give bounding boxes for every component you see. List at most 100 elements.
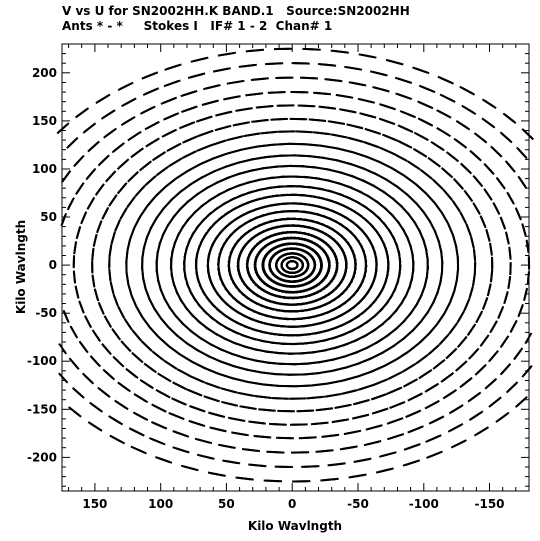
uv-sample [472, 273, 476, 285]
uv-sample [87, 141, 99, 153]
y-tick-label: 50 [40, 210, 57, 224]
uv-sample [91, 275, 96, 288]
uv-sample [439, 93, 454, 102]
uv-sample [189, 176, 203, 186]
uv-sample [453, 137, 466, 148]
uv-sample [174, 170, 188, 180]
uv-sample [475, 426, 490, 436]
uv-sample [160, 97, 176, 105]
uv-sample [132, 352, 144, 364]
uv-sample [507, 381, 519, 392]
uv-sample [252, 118, 269, 123]
uv-sample [390, 400, 406, 409]
uv-sample [141, 72, 156, 80]
uv-sample [141, 267, 145, 280]
uv-sample [238, 158, 254, 164]
y-tick-label: -150 [27, 402, 57, 416]
uv-sample [269, 422, 285, 426]
uv-sample [416, 353, 429, 364]
uv-sample [241, 63, 257, 68]
uv-sample [428, 322, 439, 334]
uv-sample [251, 155, 268, 161]
uv-sample [61, 171, 71, 183]
uv-sample [75, 227, 81, 240]
uv-sample [182, 105, 198, 113]
uv-sample [456, 360, 468, 371]
uv-sample [357, 357, 373, 365]
uv-sample [149, 327, 160, 339]
uv-sample [307, 232, 322, 241]
uv-sample [419, 101, 434, 110]
uv-sample [138, 161, 151, 172]
uv-sample [417, 117, 432, 126]
uv-sample [298, 436, 315, 440]
uv-sample [127, 284, 133, 297]
uv-sample [182, 89, 198, 97]
uv-sample [320, 105, 337, 110]
uv-sample [166, 143, 181, 152]
x-tick-label: 150 [82, 497, 107, 511]
uv-sample [241, 448, 258, 452]
uv-sample [294, 154, 311, 158]
uv-sample [403, 174, 416, 185]
uv-sample [220, 387, 236, 394]
uv-sample [388, 386, 403, 395]
uv-sample [158, 336, 170, 348]
uv-sample [452, 439, 467, 448]
uv-sample [66, 138, 77, 149]
uv-sample [217, 372, 233, 380]
uv-sample [301, 465, 318, 468]
uv-sample [275, 275, 286, 283]
uv-sample [227, 148, 244, 155]
uv-sample [129, 227, 136, 240]
uv-sample [489, 349, 499, 362]
uv-sample [440, 211, 449, 224]
uv-tracks [56, 47, 534, 483]
uv-sample [371, 408, 387, 415]
uv-sample [514, 347, 524, 359]
uv-sample [293, 62, 310, 65]
uv-sample [396, 350, 410, 360]
uv-sample [196, 453, 213, 460]
uv-sample [164, 178, 176, 189]
uv-sample [197, 115, 213, 123]
uv-sample [190, 72, 206, 79]
uv-sample [315, 449, 332, 453]
uv-sample [316, 369, 333, 375]
uv-sample [456, 267, 460, 280]
uv-sample [244, 132, 261, 137]
uv-sample [436, 281, 442, 293]
uv-sample [194, 437, 211, 444]
uv-sample [127, 171, 138, 183]
uv-sample [436, 312, 446, 324]
uv-sample [231, 329, 247, 338]
x-tick-label: 100 [148, 497, 173, 511]
uv-sample [162, 199, 173, 211]
uv-sample [119, 208, 128, 220]
uv-sample [419, 332, 430, 344]
uv-sample [215, 67, 231, 73]
uv-sample [504, 160, 515, 172]
uv-sample [127, 131, 141, 142]
uv-sample [430, 140, 444, 151]
uv-sample [297, 130, 313, 134]
uv-sample [468, 285, 474, 298]
uv-sample [514, 207, 522, 219]
uv-sample [132, 330, 143, 342]
uv-sample [149, 217, 158, 229]
uv-sample [469, 235, 475, 248]
uv-sample [419, 368, 433, 379]
uv-sample [397, 77, 413, 84]
uv-sample [419, 169, 432, 179]
uv-sample [218, 443, 234, 449]
uv-sample [91, 249, 95, 261]
uv-sample [427, 434, 442, 443]
uv-sample [459, 211, 467, 224]
uv-sample [433, 201, 443, 213]
uv-sample [227, 135, 244, 141]
uv-sample [109, 416, 124, 426]
uv-sample [148, 437, 164, 445]
uv-sample [141, 317, 152, 329]
y-tick-label: 150 [32, 114, 57, 128]
